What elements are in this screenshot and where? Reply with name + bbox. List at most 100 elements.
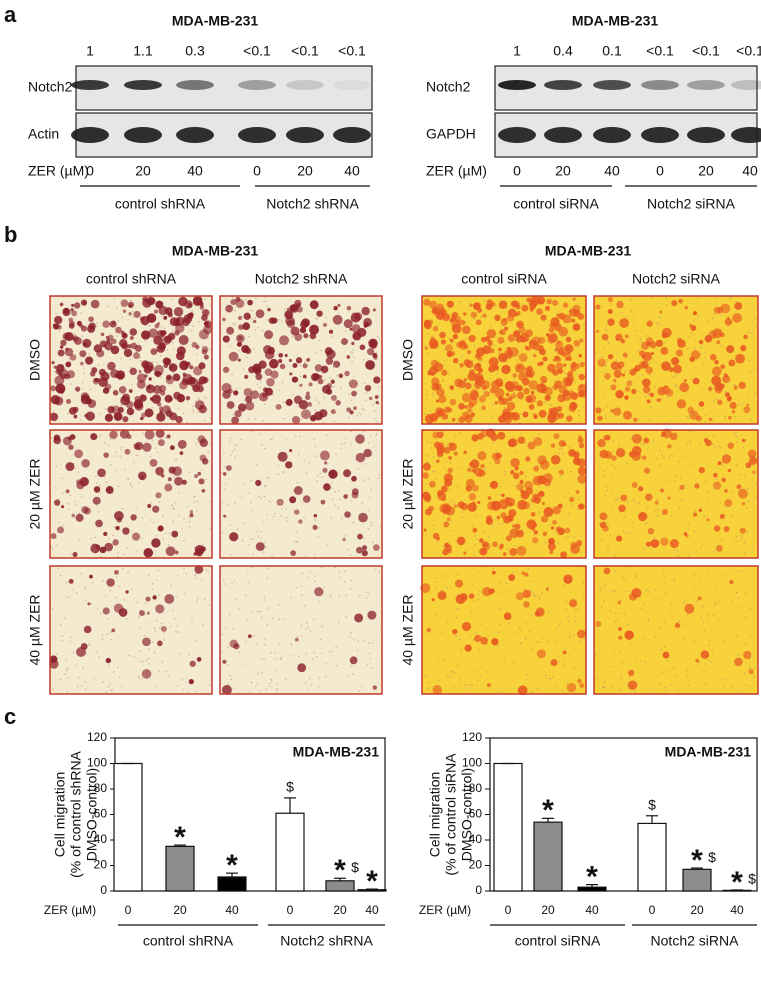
cell (168, 363, 178, 372)
pore (602, 681, 605, 684)
pore (497, 691, 500, 694)
group-label: Notch2 siRNA (651, 933, 740, 949)
pore (755, 483, 758, 486)
pore (686, 614, 688, 616)
cell (526, 365, 533, 373)
pore (497, 631, 500, 634)
panel-label: a (4, 2, 17, 27)
cell (166, 434, 171, 439)
cell (165, 409, 173, 417)
pore (197, 397, 200, 400)
band (71, 127, 109, 143)
cell (375, 400, 379, 405)
cell (354, 312, 363, 321)
pore (519, 433, 522, 435)
pore (704, 421, 706, 424)
cell (509, 347, 519, 357)
pore (348, 636, 351, 638)
pore (620, 678, 623, 680)
pore (71, 588, 73, 591)
pore (525, 622, 527, 625)
cell (181, 479, 187, 485)
pore (430, 447, 433, 449)
pore (127, 478, 130, 481)
pore (647, 447, 649, 450)
pore (159, 475, 162, 477)
cell (178, 296, 188, 307)
cell (54, 499, 61, 506)
pore (376, 335, 379, 338)
cell (372, 308, 376, 312)
pore (755, 496, 758, 498)
cell (141, 669, 152, 679)
pore (603, 470, 605, 472)
pore (281, 320, 283, 323)
cell (453, 504, 458, 508)
cell (712, 328, 723, 339)
pore (270, 678, 272, 681)
pore (256, 610, 259, 613)
cell (162, 357, 171, 365)
cell (486, 299, 494, 306)
pore (499, 623, 501, 626)
pore (250, 480, 252, 482)
pore (554, 350, 557, 353)
cell (557, 394, 566, 403)
pore (505, 582, 508, 585)
pore (313, 618, 315, 621)
pore (97, 510, 100, 513)
cell (566, 355, 572, 361)
pore (283, 417, 286, 420)
pore (562, 453, 564, 455)
pore (374, 417, 377, 420)
pore (645, 522, 648, 525)
pore (452, 671, 454, 673)
pore (133, 655, 135, 658)
pore (564, 647, 567, 649)
pore (364, 382, 366, 385)
pore (472, 638, 475, 641)
pore (679, 333, 681, 335)
pore (269, 685, 272, 688)
cell (727, 442, 735, 449)
pore (634, 329, 637, 332)
pore (96, 608, 99, 610)
cell (149, 459, 158, 467)
cell (643, 467, 651, 474)
pore (115, 451, 117, 453)
pore (426, 440, 428, 443)
cell (437, 491, 447, 501)
cell (560, 551, 568, 559)
pore (554, 640, 556, 643)
cell (597, 358, 606, 367)
pore (449, 462, 452, 464)
cell (569, 390, 575, 396)
cell (365, 360, 376, 370)
pore (615, 589, 617, 592)
pore (520, 629, 522, 631)
cell (454, 378, 464, 388)
significance-star: * (226, 849, 238, 882)
cell (203, 321, 209, 327)
image-border (219, 429, 383, 559)
pore (557, 541, 559, 544)
image-title: MDA-MB-231 (545, 243, 632, 259)
pore (329, 377, 331, 379)
pore (432, 470, 434, 473)
cell (76, 481, 85, 490)
pore (349, 554, 352, 557)
pore (471, 684, 474, 686)
pore (66, 677, 69, 679)
cell (676, 399, 687, 409)
cell (175, 316, 185, 326)
pore (688, 684, 690, 687)
y-tick-label: 120 (462, 730, 482, 744)
cell (518, 326, 526, 334)
image-row-label: 40 µM ZER (27, 594, 43, 665)
pore (577, 359, 580, 362)
pore (260, 497, 262, 500)
pore (175, 630, 177, 633)
cell (429, 366, 438, 375)
pore (425, 482, 428, 485)
cell (188, 678, 194, 685)
